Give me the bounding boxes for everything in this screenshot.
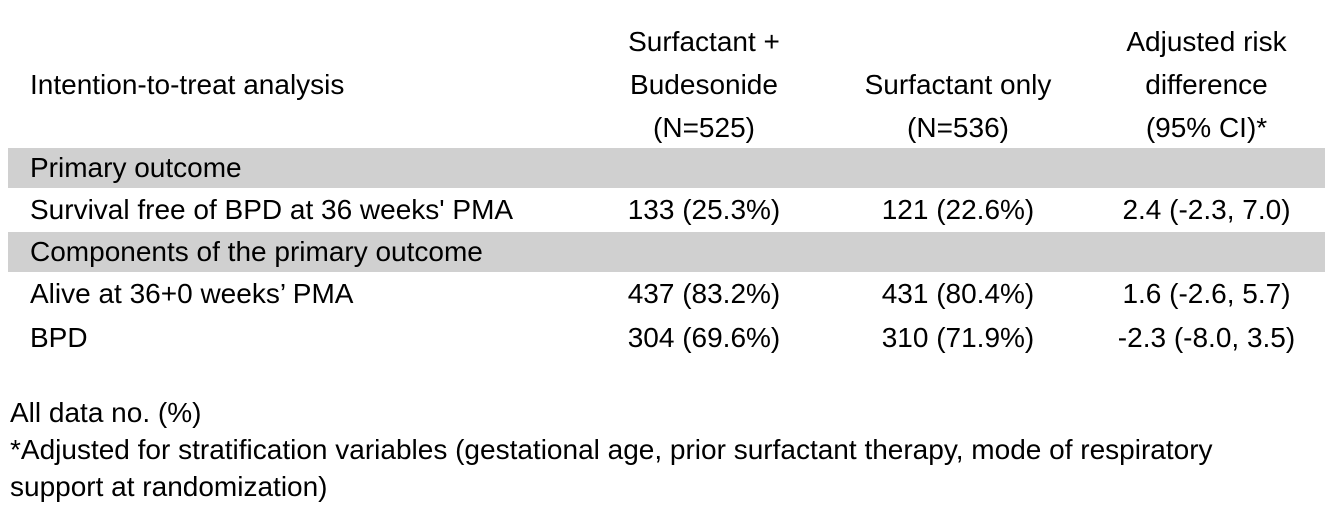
section-row-primary-outcome: Primary outcome <box>8 148 1325 188</box>
row-label: BPD <box>30 322 88 353</box>
section-label: Components of the primary outcome <box>30 236 483 267</box>
value-cell-risk-difference: 1.6 (-2.6, 5.7) <box>1122 278 1291 309</box>
header-line: difference <box>1145 69 1268 100</box>
value-cell-risk-difference: -2.3 (-8.0, 3.5) <box>1117 322 1296 353</box>
section-row-components-of-primary-outcome: Components of the primary outcome <box>8 232 1325 272</box>
header-line: (95% CI)* <box>1145 112 1268 143</box>
footnote-adjustment-line1: *Adjusted for stratification variables (… <box>10 434 1213 465</box>
table-row-survival-free-of-bpd: Survival free of BPD at 36 weeks' PMA 13… <box>8 188 1325 232</box>
value-cell-surfactant-only: 121 (22.6%) <box>881 194 1035 225</box>
column-header-row-label: Intention-to-treat analysis <box>8 20 580 149</box>
header-line: (N=536) <box>907 112 1009 143</box>
value-cell-risk-difference: 2.4 (-2.3, 7.0) <box>1122 194 1291 225</box>
footnotes: All data no. (%) *Adjusted for stratific… <box>10 394 1340 505</box>
row-label: Survival free of BPD at 36 weeks' PMA <box>30 194 514 225</box>
table-row-bpd: BPD 304 (69.6%) 310 (71.9%) -2.3 (-8.0, … <box>8 316 1325 360</box>
header-line: Surfactant only <box>864 69 1052 100</box>
column-header-surfactant-only: Surfactant only (N=536) <box>828 20 1088 149</box>
header-line: (N=525) <box>653 112 755 143</box>
column-header-adjusted-risk-difference: Adjusted risk difference (95% CI)* <box>1088 20 1325 149</box>
column-header-row-label-text: Intention-to-treat analysis <box>30 69 345 100</box>
header-line: Budesonide <box>630 69 778 100</box>
value-cell-surfactant-only: 431 (80.4%) <box>881 278 1035 309</box>
row-label: Alive at 36+0 weeks’ PMA <box>30 278 354 309</box>
table-row-alive-at-36-weeks: Alive at 36+0 weeks’ PMA 437 (83.2%) 431… <box>8 272 1325 316</box>
section-label: Primary outcome <box>30 152 242 183</box>
header-line: Adjusted risk <box>1126 26 1287 57</box>
value-cell-surfactant-budesonide: 437 (83.2%) <box>627 278 781 309</box>
footnote-data-format: All data no. (%) <box>10 397 202 428</box>
value-cell-surfactant-budesonide: 304 (69.6%) <box>627 322 781 353</box>
value-cell-surfactant-only: 310 (71.9%) <box>881 322 1035 353</box>
value-cell-surfactant-budesonide: 133 (25.3%) <box>627 194 781 225</box>
header-line: Surfactant + <box>628 26 780 57</box>
footnote-adjustment-line2: support at randomization) <box>10 471 328 502</box>
itt-table: Intention-to-treat analysis Surfactant +… <box>8 20 1325 360</box>
table-header-row: Intention-to-treat analysis Surfactant +… <box>8 20 1325 148</box>
column-header-surfactant-budesonide: Surfactant + Budesonide (N=525) <box>580 20 828 149</box>
